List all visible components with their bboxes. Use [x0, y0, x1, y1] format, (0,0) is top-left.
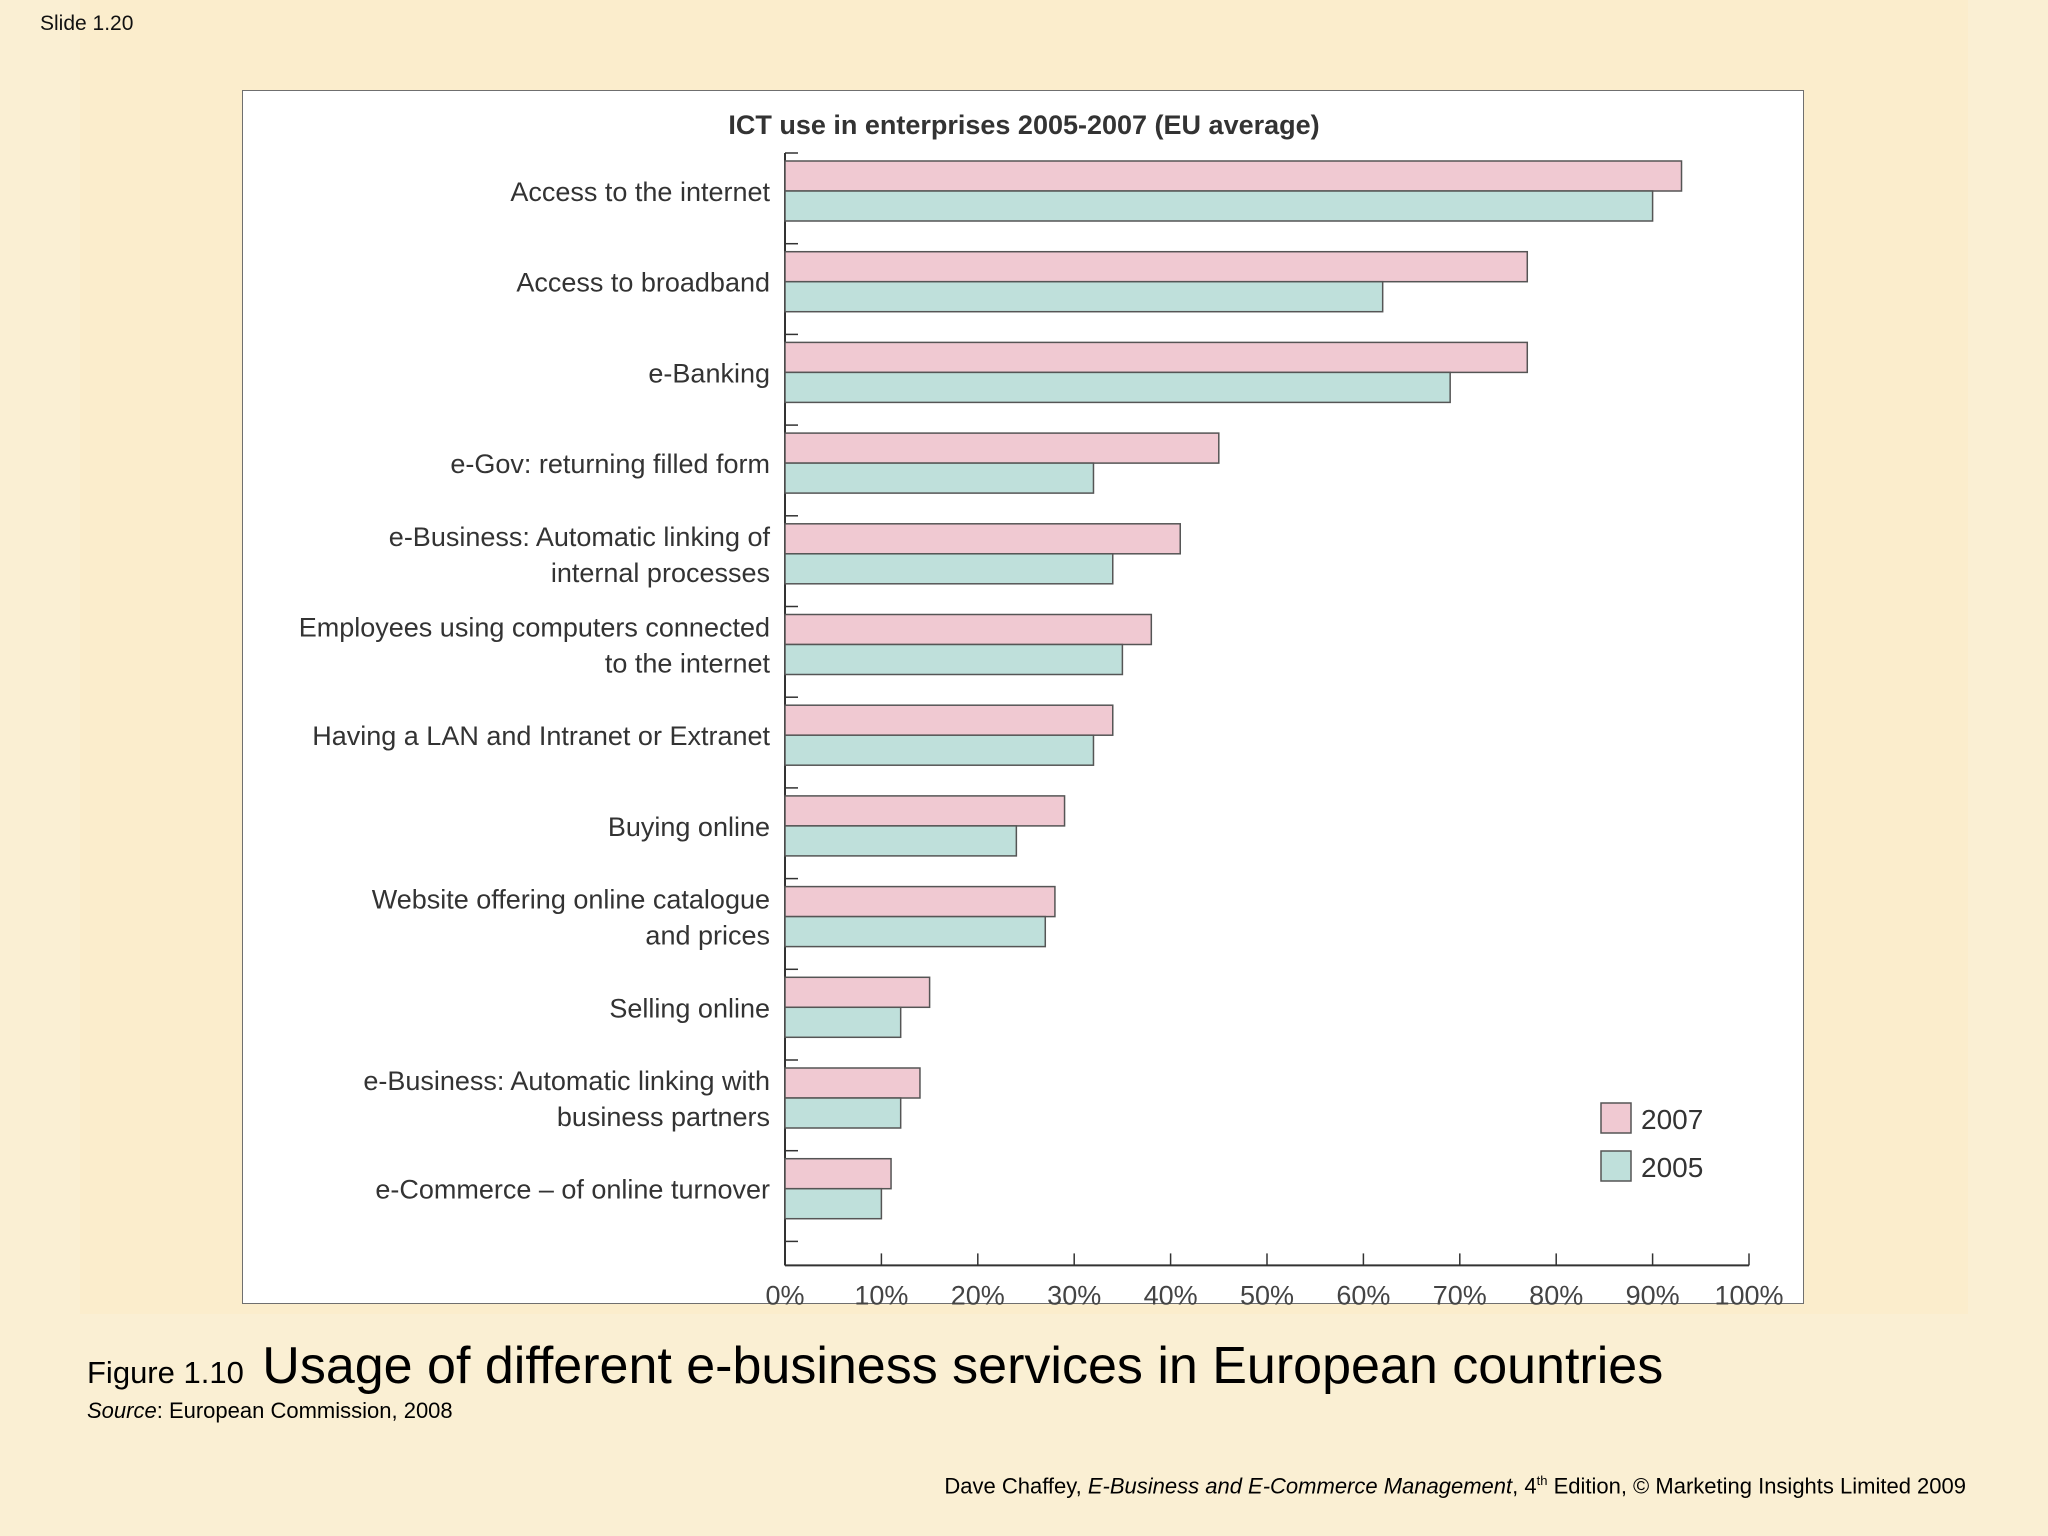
bar-2005: [784, 371, 1451, 404]
bar-2007: [784, 885, 1056, 918]
bar-2007: [784, 160, 1683, 192]
bar-2007: [784, 976, 931, 1009]
x-tick-label: 10%: [854, 1280, 908, 1305]
x-tick-label: 0%: [765, 1280, 804, 1305]
x-tick-label: 90%: [1626, 1280, 1680, 1305]
category-label: and prices: [645, 921, 770, 951]
source-text: : European Commission, 2008: [156, 1398, 453, 1423]
category-label: Employees using computers connected: [299, 613, 770, 643]
footer-edition-pre: , 4: [1512, 1473, 1537, 1499]
category-label: Having a LAN and Intranet or Extranet: [312, 721, 770, 751]
source-label: Source: [87, 1398, 157, 1423]
legend-label-2005: 2005: [1641, 1152, 1703, 1183]
x-tick-label: 70%: [1433, 1280, 1487, 1305]
footer-edition-sup: th: [1536, 1473, 1548, 1488]
bar-2005: [784, 1006, 902, 1039]
bar-2007: [784, 704, 1114, 736]
x-tick-label: 60%: [1336, 1280, 1390, 1305]
bar-2005: [784, 553, 1114, 585]
bar-2007: [784, 432, 1220, 464]
legend-swatch-2007: [1600, 1102, 1632, 1134]
chart-frame: ICT use in enterprises 2005-2007 (EU ave…: [242, 90, 1804, 1305]
category-label: e-Gov: returning filled form: [450, 449, 770, 479]
footer-book-title: E-Business and E-Commerce Management: [1087, 1473, 1513, 1499]
x-tick-label: 80%: [1529, 1280, 1583, 1305]
category-label: internal processes: [551, 558, 770, 588]
slide-number: Slide 1.20: [40, 12, 134, 35]
category-label: e-Banking: [648, 358, 770, 388]
category-label: business partners: [557, 1102, 770, 1132]
category-label: e-Business: Automatic linking of: [389, 522, 771, 552]
bar-2005: [784, 825, 1018, 857]
bar-chart: ICT use in enterprises 2005-2007 (EU ave…: [299, 110, 1784, 1305]
bar-2005: [784, 734, 1095, 766]
bar-2005: [784, 190, 1654, 222]
footer-author: Dave Chaffey,: [944, 1473, 1088, 1499]
footer-credit: Dave Chaffey, E-Business and E-Commerce …: [944, 1473, 1966, 1499]
footer-edition-post: Edition, © Marketing Insights Limited 20…: [1547, 1473, 1966, 1499]
bar-2005: [784, 1187, 883, 1220]
figure-title: Usage of different e-business services i…: [262, 1337, 1664, 1395]
source-line: Source: European Commission, 2008: [87, 1398, 453, 1424]
bar-2005: [784, 643, 1124, 676]
bar-2007: [784, 250, 1529, 283]
x-tick-label: 40%: [1144, 1280, 1198, 1305]
bar-2007: [784, 523, 1181, 555]
bar-2007: [784, 613, 1153, 646]
legend-swatch-2005: [1600, 1150, 1632, 1182]
figure-caption: Figure 1.10 Usage of different e-busines…: [87, 1336, 1663, 1396]
bar-2007: [784, 795, 1066, 827]
bar-2007: [784, 341, 1529, 374]
bar-2007: [784, 1157, 892, 1190]
figure-number: Figure 1.10: [87, 1355, 244, 1390]
category-label: Access to broadband: [516, 268, 770, 298]
legend-label-2007: 2007: [1641, 1104, 1703, 1135]
bar-2005: [784, 462, 1095, 494]
bar-2005: [784, 1097, 902, 1129]
x-tick-label: 50%: [1240, 1280, 1294, 1305]
category-label: Website offering online catalogue: [372, 885, 770, 915]
category-label: to the internet: [605, 649, 771, 679]
category-label: Selling online: [609, 993, 770, 1023]
bar-2005: [784, 280, 1384, 313]
category-label: Access to the internet: [510, 177, 770, 207]
bar-2007: [784, 1067, 921, 1099]
x-tick-label: 30%: [1047, 1280, 1101, 1305]
category-label: e-Commerce – of online turnover: [375, 1175, 770, 1205]
x-tick-label: 20%: [951, 1280, 1005, 1305]
category-label: e-Business: Automatic linking with: [363, 1066, 770, 1096]
chart-title: ICT use in enterprises 2005-2007 (EU ave…: [728, 110, 1319, 140]
category-label: Buying online: [608, 812, 770, 842]
x-tick-label: 100%: [1714, 1280, 1783, 1305]
bar-2005: [784, 915, 1047, 948]
